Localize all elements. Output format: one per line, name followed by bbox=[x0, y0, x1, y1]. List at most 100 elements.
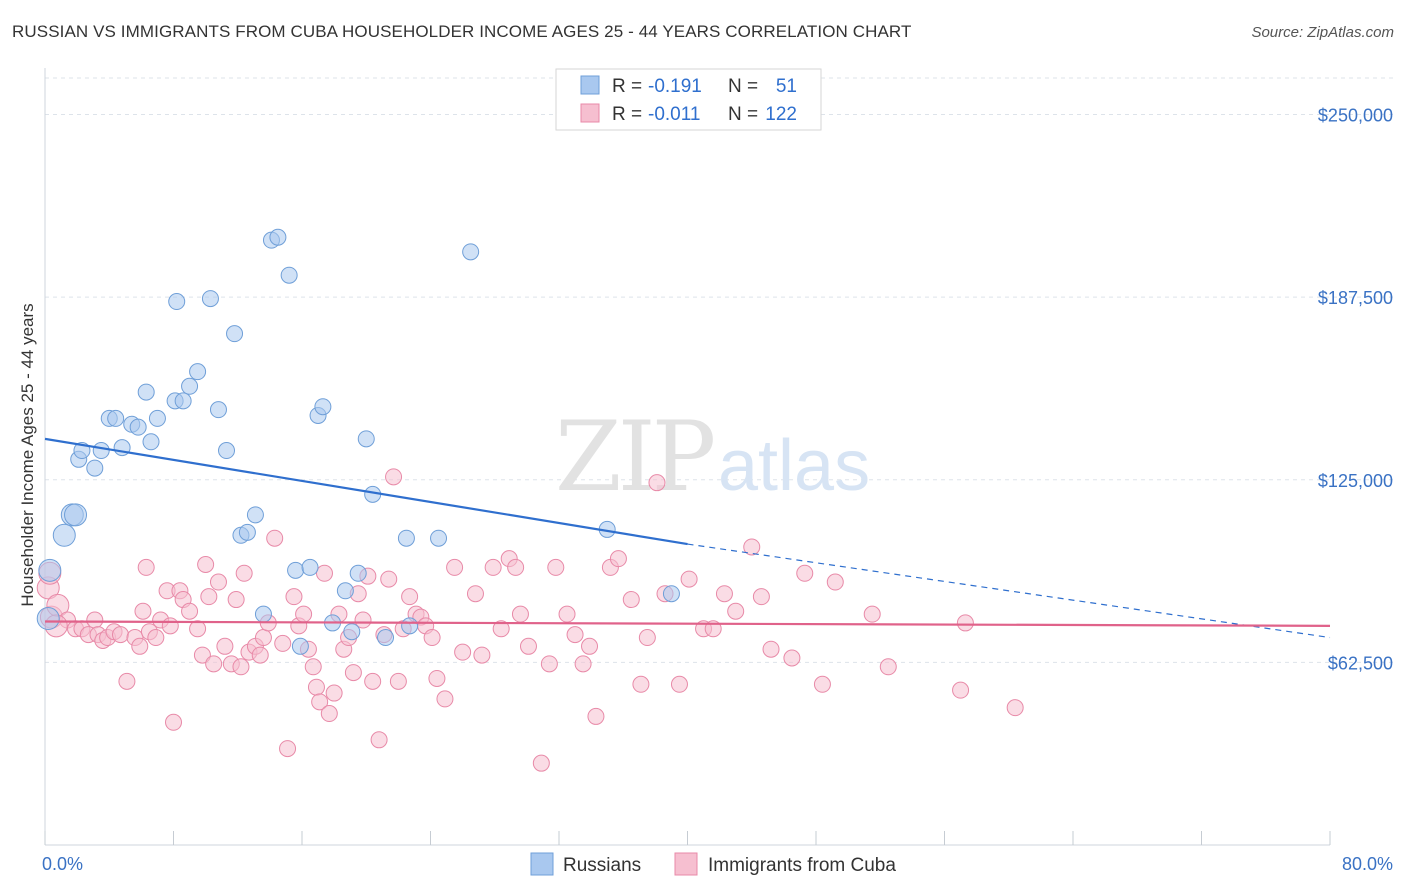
russian-point bbox=[343, 623, 361, 641]
cuba-point bbox=[147, 629, 165, 647]
russian-point bbox=[246, 506, 264, 524]
russian-points bbox=[36, 228, 680, 655]
cuba-point bbox=[86, 611, 104, 629]
bottom-legend-label-russians[interactable]: Russians bbox=[563, 855, 641, 876]
cuba-point bbox=[638, 629, 656, 647]
cuba-trend-line bbox=[44, 620, 1331, 627]
russian-point bbox=[462, 243, 480, 261]
legend-n-value-cuba: 122 bbox=[765, 104, 797, 125]
cuba-point bbox=[137, 558, 155, 576]
cuba-point bbox=[484, 558, 502, 576]
russian-point bbox=[92, 442, 110, 460]
cuba-point bbox=[519, 637, 537, 655]
cuba-point bbox=[385, 468, 403, 486]
russian-point bbox=[174, 392, 192, 410]
cuba-point bbox=[311, 693, 329, 711]
russian-point bbox=[201, 290, 219, 308]
cuba-point bbox=[783, 649, 801, 667]
cuba-point bbox=[279, 740, 297, 758]
cuba-point bbox=[200, 588, 218, 606]
russians-trend-line bbox=[44, 437, 688, 546]
cuba-point bbox=[863, 605, 881, 623]
cuba-point bbox=[423, 629, 441, 647]
russian-point bbox=[287, 561, 305, 579]
trend-layer bbox=[44, 437, 1331, 639]
russians-trend-extension bbox=[687, 543, 1331, 639]
russian-point bbox=[36, 607, 60, 631]
cuba-point bbox=[216, 637, 234, 655]
legend-r-label-russians: R = bbox=[612, 76, 642, 97]
cuba-point bbox=[370, 731, 388, 749]
legend-swatch-cuba bbox=[580, 103, 600, 123]
cuba-point bbox=[161, 617, 179, 635]
y-tick-label: $187,500 bbox=[1318, 288, 1393, 308]
watermark-atlas: atlas bbox=[718, 426, 870, 506]
russian-point bbox=[314, 398, 332, 416]
cuba-point bbox=[389, 672, 407, 690]
cuba-point bbox=[354, 611, 372, 629]
cuba-point bbox=[622, 591, 640, 609]
legend-n-label-russians: N = bbox=[728, 76, 758, 97]
cuba-point bbox=[446, 558, 464, 576]
legend-swatch-russians bbox=[580, 75, 600, 95]
legend-r-value-russians: -0.191 bbox=[648, 76, 702, 97]
cuba-point bbox=[295, 605, 313, 623]
y-axis-title: Householder Income Ages 25 - 44 years bbox=[18, 303, 37, 606]
legend-n-label-cuba: N = bbox=[728, 104, 758, 125]
russian-point bbox=[142, 433, 160, 451]
russian-point bbox=[129, 418, 147, 436]
russian-point bbox=[86, 459, 104, 477]
cuba-point bbox=[209, 573, 227, 591]
cuba-point bbox=[131, 637, 149, 655]
cuba-point bbox=[235, 564, 253, 582]
cuba-point bbox=[1006, 699, 1024, 717]
cuba-point bbox=[111, 626, 129, 644]
cuba-point bbox=[547, 558, 565, 576]
cuba-point bbox=[193, 646, 211, 664]
y-tick-label: $250,000 bbox=[1318, 106, 1393, 126]
cuba-point bbox=[428, 669, 446, 687]
russian-point bbox=[269, 228, 287, 246]
cuba-point bbox=[344, 664, 362, 682]
russian-point bbox=[218, 442, 236, 460]
cuba-point bbox=[473, 646, 491, 664]
x-tick-label-min: 0.0% bbox=[42, 854, 83, 874]
cuba-point bbox=[492, 620, 510, 638]
russian-point bbox=[107, 409, 125, 427]
cuba-point bbox=[952, 681, 970, 699]
cuba-point bbox=[165, 713, 182, 731]
bottom-legend-swatch-cuba[interactable] bbox=[674, 852, 698, 876]
russian-point bbox=[349, 564, 367, 582]
cuba-point bbox=[680, 570, 698, 588]
bottom-legend: Russians Immigrants from Cuba bbox=[530, 852, 896, 876]
cuba-point bbox=[251, 646, 269, 664]
bottom-legend-swatch-russians[interactable] bbox=[530, 852, 554, 876]
cuba-point bbox=[189, 620, 207, 638]
y-tick-label: $62,500 bbox=[1328, 653, 1393, 673]
cuba-point bbox=[752, 588, 770, 606]
russian-point bbox=[401, 617, 419, 635]
cuba-point bbox=[558, 605, 576, 623]
cuba-point bbox=[648, 474, 666, 492]
russian-point bbox=[148, 409, 166, 427]
watermark-zip: ZIP bbox=[555, 401, 714, 513]
axes-layer bbox=[44, 68, 1331, 846]
russian-point bbox=[189, 363, 207, 381]
top-legend: R = -0.191 N = 51 R = -0.011 N = 122 bbox=[555, 68, 822, 131]
cuba-point bbox=[380, 570, 398, 588]
cuba-point bbox=[826, 573, 844, 591]
russian-point bbox=[301, 558, 319, 576]
cuba-point bbox=[762, 640, 780, 658]
cuba-point bbox=[609, 550, 627, 568]
bottom-legend-label-cuba[interactable]: Immigrants from Cuba bbox=[708, 855, 896, 876]
cuba-point bbox=[466, 585, 484, 603]
cuba-point bbox=[205, 655, 223, 673]
russian-point bbox=[38, 558, 62, 582]
cuba-point bbox=[325, 684, 343, 702]
tick-labels: $62,500 $125,000 $187,500 $250,000 0.0% 80.0% bbox=[42, 106, 1393, 874]
cuba-point bbox=[956, 614, 974, 632]
cuba-point bbox=[401, 588, 419, 606]
cuba-point bbox=[796, 564, 814, 582]
cuba-point bbox=[813, 675, 831, 693]
top-legend-box bbox=[555, 68, 822, 131]
